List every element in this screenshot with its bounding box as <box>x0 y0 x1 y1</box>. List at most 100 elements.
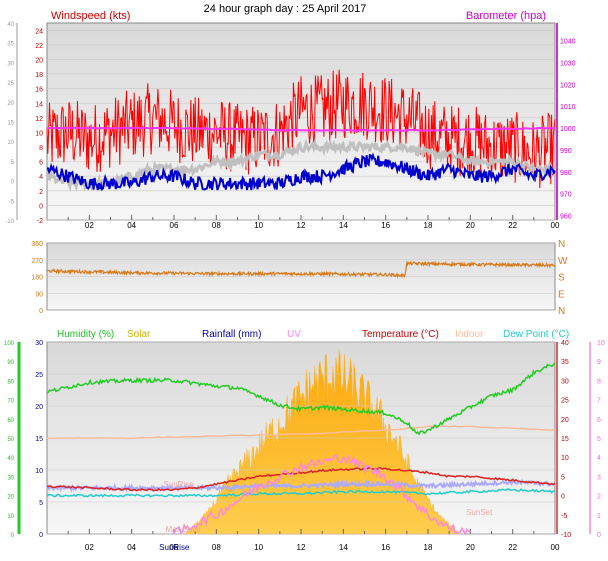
legend-label: Solar <box>127 329 151 340</box>
outer-temp-tick-label: -10 <box>5 219 14 225</box>
sunrise-annotation: SunRise <box>163 480 194 489</box>
baro-tick-label: 1010 <box>560 104 576 111</box>
x-tick-label-top: 22 <box>508 221 517 230</box>
x-tick-label-top: 16 <box>381 221 390 230</box>
rain-tick-label: 20 <box>35 404 43 411</box>
wind-tick-label: 16 <box>35 87 43 94</box>
outer-temp-tick-label: 35 <box>7 42 14 48</box>
compass-label: N <box>558 306 565 317</box>
temp-tick-label: 15 <box>561 436 569 443</box>
gust-line <box>46 69 556 189</box>
temp-series <box>46 362 556 536</box>
dew-point-line <box>46 488 556 498</box>
temp-ticks: 0510152025300102030405060708090100-10-50… <box>4 340 605 539</box>
humidity-tick-label: 80 <box>7 379 14 385</box>
outer-temp-tick-label: 10 <box>7 140 14 146</box>
humidity-tick-label: 90 <box>7 360 14 366</box>
humidity-tick-label: 10 <box>7 514 14 520</box>
sunrise-axis-annotation: SunRise <box>159 543 190 552</box>
wind-tick-label: 14 <box>35 101 43 108</box>
indoor-temp-line <box>46 425 556 440</box>
barometer-line <box>46 126 556 132</box>
temp-tick-label: 0 <box>561 494 565 501</box>
legend-label: Indoor <box>455 329 484 340</box>
uv-tick-label: 7 <box>597 398 601 405</box>
wind-axis-label: Windspeed (kts) <box>51 10 130 22</box>
x-tick-label-top: 02 <box>85 221 94 230</box>
compass-label: E <box>558 289 565 300</box>
direction-gridlines <box>47 242 555 311</box>
temp-tick-label: 10 <box>561 455 569 462</box>
outer-temp-tick-label: 15 <box>7 121 14 127</box>
chart-title: 24 hour graph day : 25 April 2017 <box>204 3 367 15</box>
uv-tick-label: 1 <box>597 513 601 520</box>
temp-tick-label: 40 <box>561 340 569 347</box>
uv-tick-label: 5 <box>597 436 601 443</box>
x-tick-label-bottom: 22 <box>508 543 517 552</box>
humidity-tick-label: 20 <box>7 495 14 501</box>
uv-tick-label: 10 <box>597 340 605 347</box>
wind-ticks: -202468101214161820222496097098099010001… <box>5 22 575 225</box>
humidity-line <box>46 362 556 436</box>
temp-tick-label: 5 <box>561 474 565 481</box>
baro-tick-label: 980 <box>560 170 572 177</box>
humidity-tick-label: 70 <box>7 399 14 405</box>
x-tick-label-top: 00 <box>551 221 560 230</box>
temp-tick-label: 20 <box>561 417 569 424</box>
x-tick-label-top: 10 <box>254 221 263 230</box>
panel-wind-plot <box>46 22 556 221</box>
direction-tick-label: 90 <box>35 291 43 298</box>
baro-tick-label: 1020 <box>560 82 576 89</box>
direction-tick-label: 360 <box>31 241 43 248</box>
wind-tick-label: 2 <box>39 189 43 196</box>
x-tick-label-bottom: 08 <box>212 543 221 552</box>
x-tick-label-bottom: 16 <box>381 543 390 552</box>
outer-temp-tick-label: 0 <box>11 180 15 186</box>
x-axis-ticks: 02 02 04 04 06 06 08 08 10 10 12 12 14 14 16 16 18 18 20 20… <box>85 221 560 552</box>
rain-tick-label: 15 <box>35 436 43 443</box>
wind-tick-label: 0 <box>39 203 43 210</box>
uv-tick-label: 6 <box>597 417 601 424</box>
outer-temp-tick-label: 25 <box>7 81 14 87</box>
compass-label: S <box>558 273 565 284</box>
baro-tick-label: 1040 <box>560 39 576 46</box>
outer-temp-tick-label: 30 <box>7 61 14 67</box>
sunset-annotation: SunSet <box>466 508 493 517</box>
average-wind-line <box>45 137 557 192</box>
wind-direction-line <box>46 260 555 279</box>
uv-tick-label: 3 <box>597 474 601 481</box>
wind-tick-label: 10 <box>35 130 43 137</box>
windchill-line <box>46 478 555 493</box>
baro-tick-label: 970 <box>560 192 572 199</box>
humidity-tick-label: 0 <box>11 533 15 539</box>
humidity-tick-label: 30 <box>7 475 14 481</box>
temperature-line <box>47 467 556 492</box>
legend-label: Dew Point (°C) <box>503 329 569 340</box>
wind-tick-label: 4 <box>39 174 43 181</box>
wind-series <box>45 69 557 192</box>
outer-temp-tick-label: 40 <box>7 22 14 28</box>
rain-tick-label: 0 <box>39 532 43 539</box>
temp-tick-label: -10 <box>561 532 571 539</box>
rain-tick-label: 10 <box>35 468 43 475</box>
direction-tick-label: 270 <box>31 258 43 265</box>
x-tick-label-bottom: 12 <box>297 543 306 552</box>
uv-tick-label: 9 <box>597 359 601 366</box>
uv-line <box>173 454 471 536</box>
wind-tick-label: 8 <box>39 145 43 152</box>
direction-tick-label: 180 <box>31 275 43 282</box>
baro-tick-label: 990 <box>560 148 572 155</box>
legend: Humidity (%) Solar Rainfall (mm) UV Temperat… <box>57 329 569 340</box>
wind-tick-label: 24 <box>35 28 43 35</box>
baro-tick-label: 1000 <box>560 126 576 133</box>
temp-tick-label: -5 <box>561 513 567 520</box>
temp-tick-label: 25 <box>561 398 569 405</box>
wind-tick-label: 20 <box>35 57 43 64</box>
x-tick-label-bottom: 18 <box>424 543 433 552</box>
baro-tick-label: 960 <box>560 214 572 221</box>
wind-tick-label: 22 <box>35 43 43 50</box>
temp-tick-label: 30 <box>561 378 569 385</box>
temp-tick-label: 35 <box>561 359 569 366</box>
x-tick-label-top: 04 <box>127 221 136 230</box>
